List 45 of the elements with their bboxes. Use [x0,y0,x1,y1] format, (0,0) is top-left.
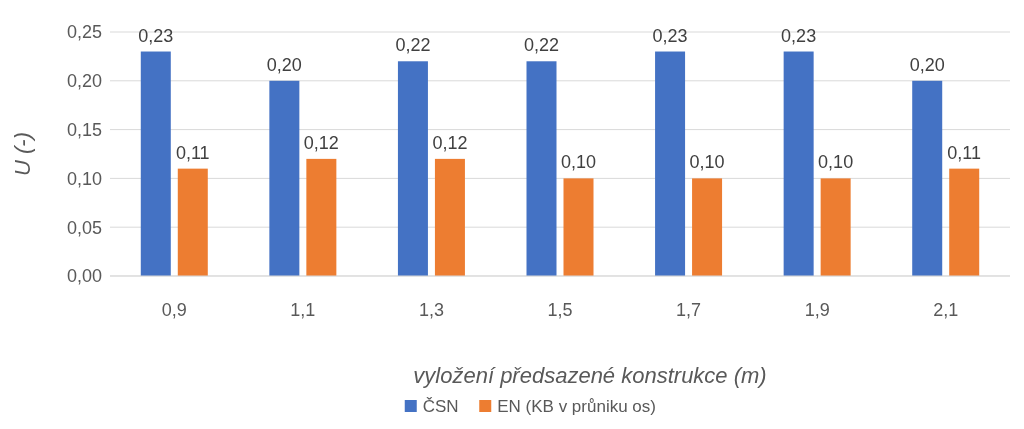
data-label: 0,11 [947,142,982,163]
x-axis-title: vyložení předsazené konstrukce (m) [413,363,767,388]
y-tick-label: 0,20 [66,71,102,92]
data-label: 0,10 [560,152,597,173]
bar [177,168,208,276]
bar [397,61,428,276]
data-label: 0,20 [266,54,302,75]
data-label: 0,10 [818,152,854,173]
y-tick-label: 0,15 [66,119,102,140]
data-label: 0,10 [689,152,725,173]
x-tick-label: 1,3 [418,300,444,320]
data-label: 0,22 [523,35,560,56]
bar [783,51,814,276]
x-tick-label: 2,1 [933,300,959,320]
x-tick-label: 1,9 [804,300,830,320]
bar [949,168,980,276]
data-label: 0,11 [175,142,210,163]
bar [912,80,943,276]
bar [269,80,300,276]
bar [526,61,557,276]
data-label: 0,12 [303,132,339,153]
legend-label: EN (KB v průniku os) [497,397,656,416]
bar [434,158,465,276]
y-axis-title: U (-) [10,132,35,176]
data-label: 0,12 [432,132,468,153]
x-tick-label: 1,1 [290,300,316,320]
bar [692,178,723,276]
bar [563,178,594,276]
bar [655,51,686,276]
bar [140,51,171,276]
y-tick-label: 0,10 [66,168,102,189]
x-tick-label: 1,5 [547,300,573,320]
y-tick-label: 0,25 [66,22,102,43]
bar [306,158,337,276]
y-tick-label: 0,00 [66,266,102,287]
data-label: 0,23 [652,25,688,46]
x-tick-label: 1,7 [676,300,702,320]
data-label: 0,22 [395,35,431,56]
data-label: 0,20 [909,54,945,75]
x-tick-label: 0,9 [161,300,187,320]
y-tick-label: 0,05 [66,217,102,238]
data-label: 0,23 [781,25,817,46]
bar [820,178,851,276]
data-label: 0,23 [138,25,174,46]
legend-label: ČSN [422,397,459,416]
